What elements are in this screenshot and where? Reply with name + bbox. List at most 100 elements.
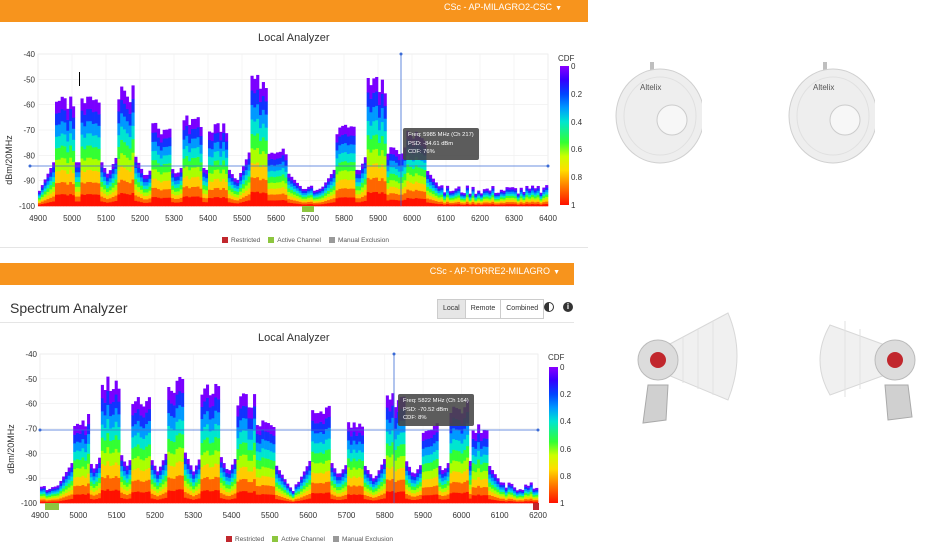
x-tick-label: 5200 (146, 511, 164, 520)
section-title: Spectrum Analyzer (10, 300, 128, 316)
y-tick-label: -40 (25, 350, 37, 359)
chart-legend: Restricted Active Channel Manual Exclusi… (226, 536, 393, 543)
cdf-color-scale (549, 367, 558, 503)
cdf-tick-label: 0.4 (571, 117, 583, 127)
x-tick-label: 6100 (437, 214, 455, 223)
legend-restricted[interactable]: Restricted (226, 536, 264, 543)
active-channel-marker (45, 503, 59, 510)
x-tick-label: 5300 (184, 511, 202, 520)
cdf-tick-label: 1 (560, 499, 565, 508)
x-tick-label: 5500 (261, 511, 279, 520)
svg-text:Altelix: Altelix (813, 83, 834, 92)
device-name: CSc - AP-MILAGRO2-CSC (444, 2, 553, 12)
spectrum-chart-2[interactable]: -40 -50 -60 -70 -80 -90 -100 4900 5000 5100 5200 5… (0, 0, 588, 543)
remote-view-button[interactable]: Remote (465, 299, 502, 319)
x-tick-label: 5700 (301, 214, 319, 223)
y-axis-label: dBm/20MHz (6, 424, 16, 474)
x-tick-label: 5500 (233, 214, 251, 223)
x-tick-label: 5000 (69, 511, 87, 520)
y-tick-label: -50 (23, 75, 35, 84)
chart-legend: Restricted Active Channel Manual Exclusi… (222, 237, 389, 244)
x-tick-label: 4900 (31, 511, 49, 520)
legend-restricted[interactable]: Restricted (222, 237, 260, 244)
cdf-tick-label: 0.8 (560, 471, 572, 481)
x-tick-label: 6100 (491, 511, 509, 520)
x-tick-label: 5300 (165, 214, 183, 223)
device-header-bar: CSc - AP-MILAGRO2-CSC ▼ (0, 0, 588, 22)
x-tick-label: 6200 (529, 511, 547, 520)
cdf-label: CDF (548, 353, 565, 362)
contrast-icon[interactable] (544, 302, 554, 312)
chart-title: Local Analyzer (258, 332, 330, 344)
cdf-tick-label: 0 (560, 363, 565, 372)
local-view-button[interactable]: Local (437, 299, 466, 319)
y-tick-label: -100 (19, 202, 36, 211)
x-tick-label: 5600 (267, 214, 285, 223)
divider (0, 322, 574, 323)
legend-manual-exclusion[interactable]: Manual Exclusion (329, 237, 389, 244)
cdf-color-scale (560, 66, 569, 205)
info-icon[interactable]: i (563, 302, 573, 312)
y-tick-label: -90 (23, 177, 35, 186)
y-tick-label: -90 (25, 474, 37, 483)
divider (0, 247, 588, 248)
device-name: CSc - AP-TORRE2-MILAGRO (429, 266, 551, 276)
cdf-tick-label: 1 (571, 201, 576, 210)
legend-active-channel[interactable]: Active Channel (268, 237, 321, 244)
horn-antenna-photo (637, 312, 738, 424)
y-tick-label: -80 (23, 151, 35, 160)
y-axis-label: dBm/20MHz (4, 135, 14, 185)
caret-down-icon: ▼ (555, 5, 562, 12)
dish-antenna-photo: Altelix (615, 62, 702, 164)
y-tick-label: -70 (23, 126, 35, 135)
combined-view-button[interactable]: Combined (501, 299, 545, 319)
x-tick-label: 6000 (403, 214, 421, 223)
brand-logo: Altelix (640, 83, 661, 92)
x-tick-label: 6000 (452, 511, 470, 520)
horn-antenna-photo (819, 321, 916, 421)
cdf-label: CDF (558, 54, 575, 63)
legend-manual-exclusion[interactable]: Manual Exclusion (333, 536, 393, 543)
cdf-tick-label: 0.4 (560, 417, 572, 427)
x-tick-label: 6200 (471, 214, 489, 223)
x-tick-label: 5100 (108, 511, 126, 520)
y-tick-label: -70 (25, 425, 37, 434)
y-tick-label: -40 (23, 50, 35, 59)
cdf-tick-label: 0 (571, 62, 576, 71)
x-tick-label: 5100 (97, 214, 115, 223)
x-tick-label: 5900 (414, 511, 432, 520)
cdf-tick-label: 0.2 (560, 390, 572, 400)
x-tick-label: 5600 (299, 511, 317, 520)
x-tick-label: 4900 (29, 214, 47, 223)
view-toggle-group: Local Remote Combined (437, 299, 545, 319)
cdf-tick-label: 0.6 (571, 145, 583, 155)
chart-title: Local Analyzer (258, 32, 330, 44)
cdf-tick-label: 0.8 (571, 173, 583, 183)
spectrum-chart-1[interactable]: -40 -50 -60 -70 -80 -90 -100 4900 5000 5100 5200 5… (0, 0, 588, 255)
active-channel-marker (302, 206, 314, 212)
restricted-marker (533, 503, 539, 510)
x-tick-label: 6400 (539, 214, 557, 223)
x-tick-label: 5400 (223, 511, 241, 520)
x-tick-label: 5800 (335, 214, 353, 223)
x-tick-label: 5700 (338, 511, 356, 520)
cdf-tick-label: 0.2 (571, 89, 583, 99)
y-tick-label: -60 (23, 101, 35, 110)
x-tick-label: 5400 (199, 214, 217, 223)
x-tick-label: 5900 (369, 214, 387, 223)
device-header-bar: CSc - AP-TORRE2-MILAGRO ▼ (0, 263, 574, 285)
y-tick-label: -60 (25, 400, 37, 409)
legend-active-channel[interactable]: Active Channel (272, 536, 325, 543)
cdf-tick-label: 0.6 (560, 444, 572, 454)
x-tick-label: 6300 (505, 214, 523, 223)
x-tick-label: 5000 (63, 214, 81, 223)
y-tick-label: -80 (25, 449, 37, 458)
device-selector[interactable]: CSc - AP-MILAGRO2-CSC ▼ (444, 2, 562, 12)
data-tooltip: Freq: 5985 MHz (Ch 217) PSD: -84.61 dBm … (403, 128, 479, 160)
text-cursor (79, 72, 80, 86)
device-selector[interactable]: CSc - AP-TORRE2-MILAGRO ▼ (430, 266, 560, 276)
data-tooltip: Freq: 5822 MHz (Ch 164) PSD: -70.52 dBm … (398, 394, 474, 426)
x-tick-label: 5800 (376, 511, 394, 520)
y-tick-label: -50 (25, 375, 37, 384)
dish-antenna-photo: Altelix (788, 62, 875, 164)
